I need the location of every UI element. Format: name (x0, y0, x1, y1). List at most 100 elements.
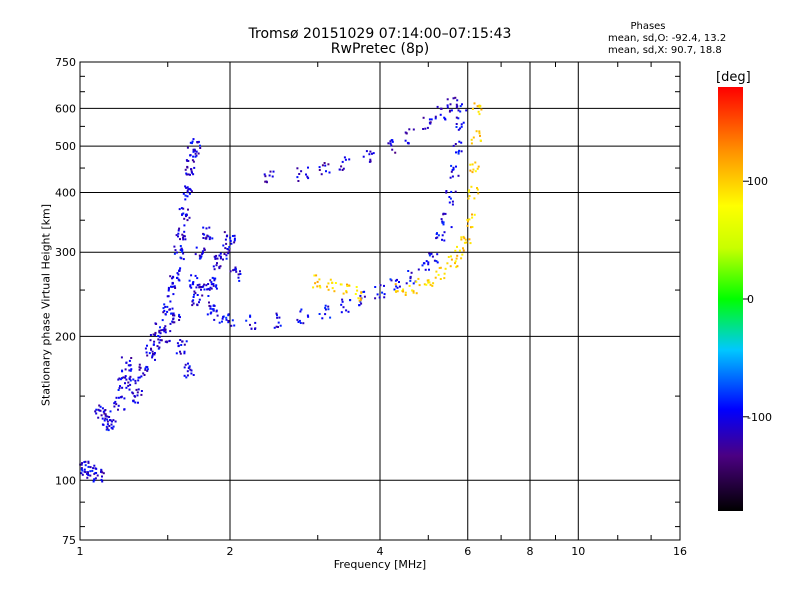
data-point (477, 110, 480, 113)
data-point (418, 284, 421, 287)
data-point (477, 192, 480, 195)
data-point (196, 304, 199, 307)
x-tick-label: 1 (77, 545, 84, 558)
data-point (130, 357, 133, 359)
data-point (164, 313, 167, 316)
data-point (348, 158, 351, 161)
data-point (229, 270, 232, 273)
data-point (86, 476, 89, 479)
data-point (182, 212, 185, 215)
data-point (408, 284, 411, 287)
data-point (129, 375, 132, 378)
data-point (106, 420, 109, 423)
data-point (129, 383, 132, 386)
data-point (299, 310, 302, 313)
data-point (159, 339, 162, 342)
data-point (383, 296, 386, 299)
data-point (443, 239, 446, 242)
colorbar-tick-label: 0 (747, 293, 754, 306)
data-point (180, 247, 183, 250)
data-point (360, 291, 363, 294)
data-point (424, 268, 427, 271)
data-point (86, 473, 89, 475)
data-point (188, 192, 191, 195)
data-point (187, 160, 190, 162)
data-point (208, 304, 211, 307)
data-point (212, 283, 215, 285)
data-point (134, 401, 137, 404)
data-point (202, 226, 205, 229)
data-point (452, 168, 455, 171)
data-point (341, 300, 344, 303)
data-point (177, 229, 180, 232)
data-point (425, 283, 428, 286)
data-point (198, 286, 201, 289)
data-point (457, 109, 460, 112)
data-point (194, 274, 197, 277)
data-point (187, 367, 190, 370)
data-point (441, 238, 443, 241)
data-point (341, 298, 344, 301)
data-point (394, 283, 397, 286)
data-point (221, 317, 224, 320)
data-point (183, 230, 186, 233)
data-point (192, 155, 195, 158)
data-point (166, 341, 169, 344)
data-point (412, 290, 415, 293)
data-point (157, 338, 160, 341)
data-point (468, 218, 471, 221)
data-point (175, 234, 178, 237)
data-point (212, 309, 215, 312)
data-point (152, 343, 155, 346)
data-point (128, 359, 131, 362)
data-point (450, 170, 453, 173)
data-point (173, 252, 176, 255)
data-point (188, 279, 191, 282)
data-point (439, 266, 442, 269)
data-point (429, 122, 432, 125)
data-point (239, 273, 242, 275)
data-point (457, 151, 460, 153)
data-point (101, 417, 104, 420)
data-point (428, 252, 431, 255)
data-point (460, 236, 463, 239)
data-point (203, 288, 206, 291)
data-point (190, 190, 193, 193)
data-point (300, 170, 303, 173)
data-point (378, 296, 381, 299)
data-point (457, 152, 460, 155)
data-point (228, 249, 231, 252)
data-point (321, 317, 324, 320)
data-point (300, 308, 303, 311)
data-point (184, 238, 187, 241)
data-point (231, 235, 234, 237)
data-point (191, 140, 194, 143)
data-point (121, 370, 124, 373)
data-point (149, 339, 152, 342)
data-point (146, 354, 149, 357)
data-point (215, 284, 218, 287)
data-point (105, 425, 108, 428)
data-point (321, 164, 324, 167)
data-point (114, 420, 117, 423)
data-point (457, 117, 460, 120)
data-point (459, 110, 462, 113)
data-point (101, 471, 104, 474)
data-point (478, 130, 481, 133)
data-point (191, 300, 194, 303)
data-point (130, 368, 133, 371)
data-point (203, 233, 206, 236)
data-point (181, 233, 184, 236)
data-point (171, 277, 173, 280)
data-point (469, 169, 472, 172)
data-point (358, 299, 361, 302)
data-point (200, 288, 202, 291)
data-point (443, 116, 446, 119)
data-point (172, 318, 175, 321)
data-point (313, 274, 316, 277)
data-point (230, 242, 233, 245)
data-point (221, 320, 223, 323)
data-point (186, 370, 189, 373)
data-point (158, 330, 161, 333)
data-point (124, 368, 127, 371)
